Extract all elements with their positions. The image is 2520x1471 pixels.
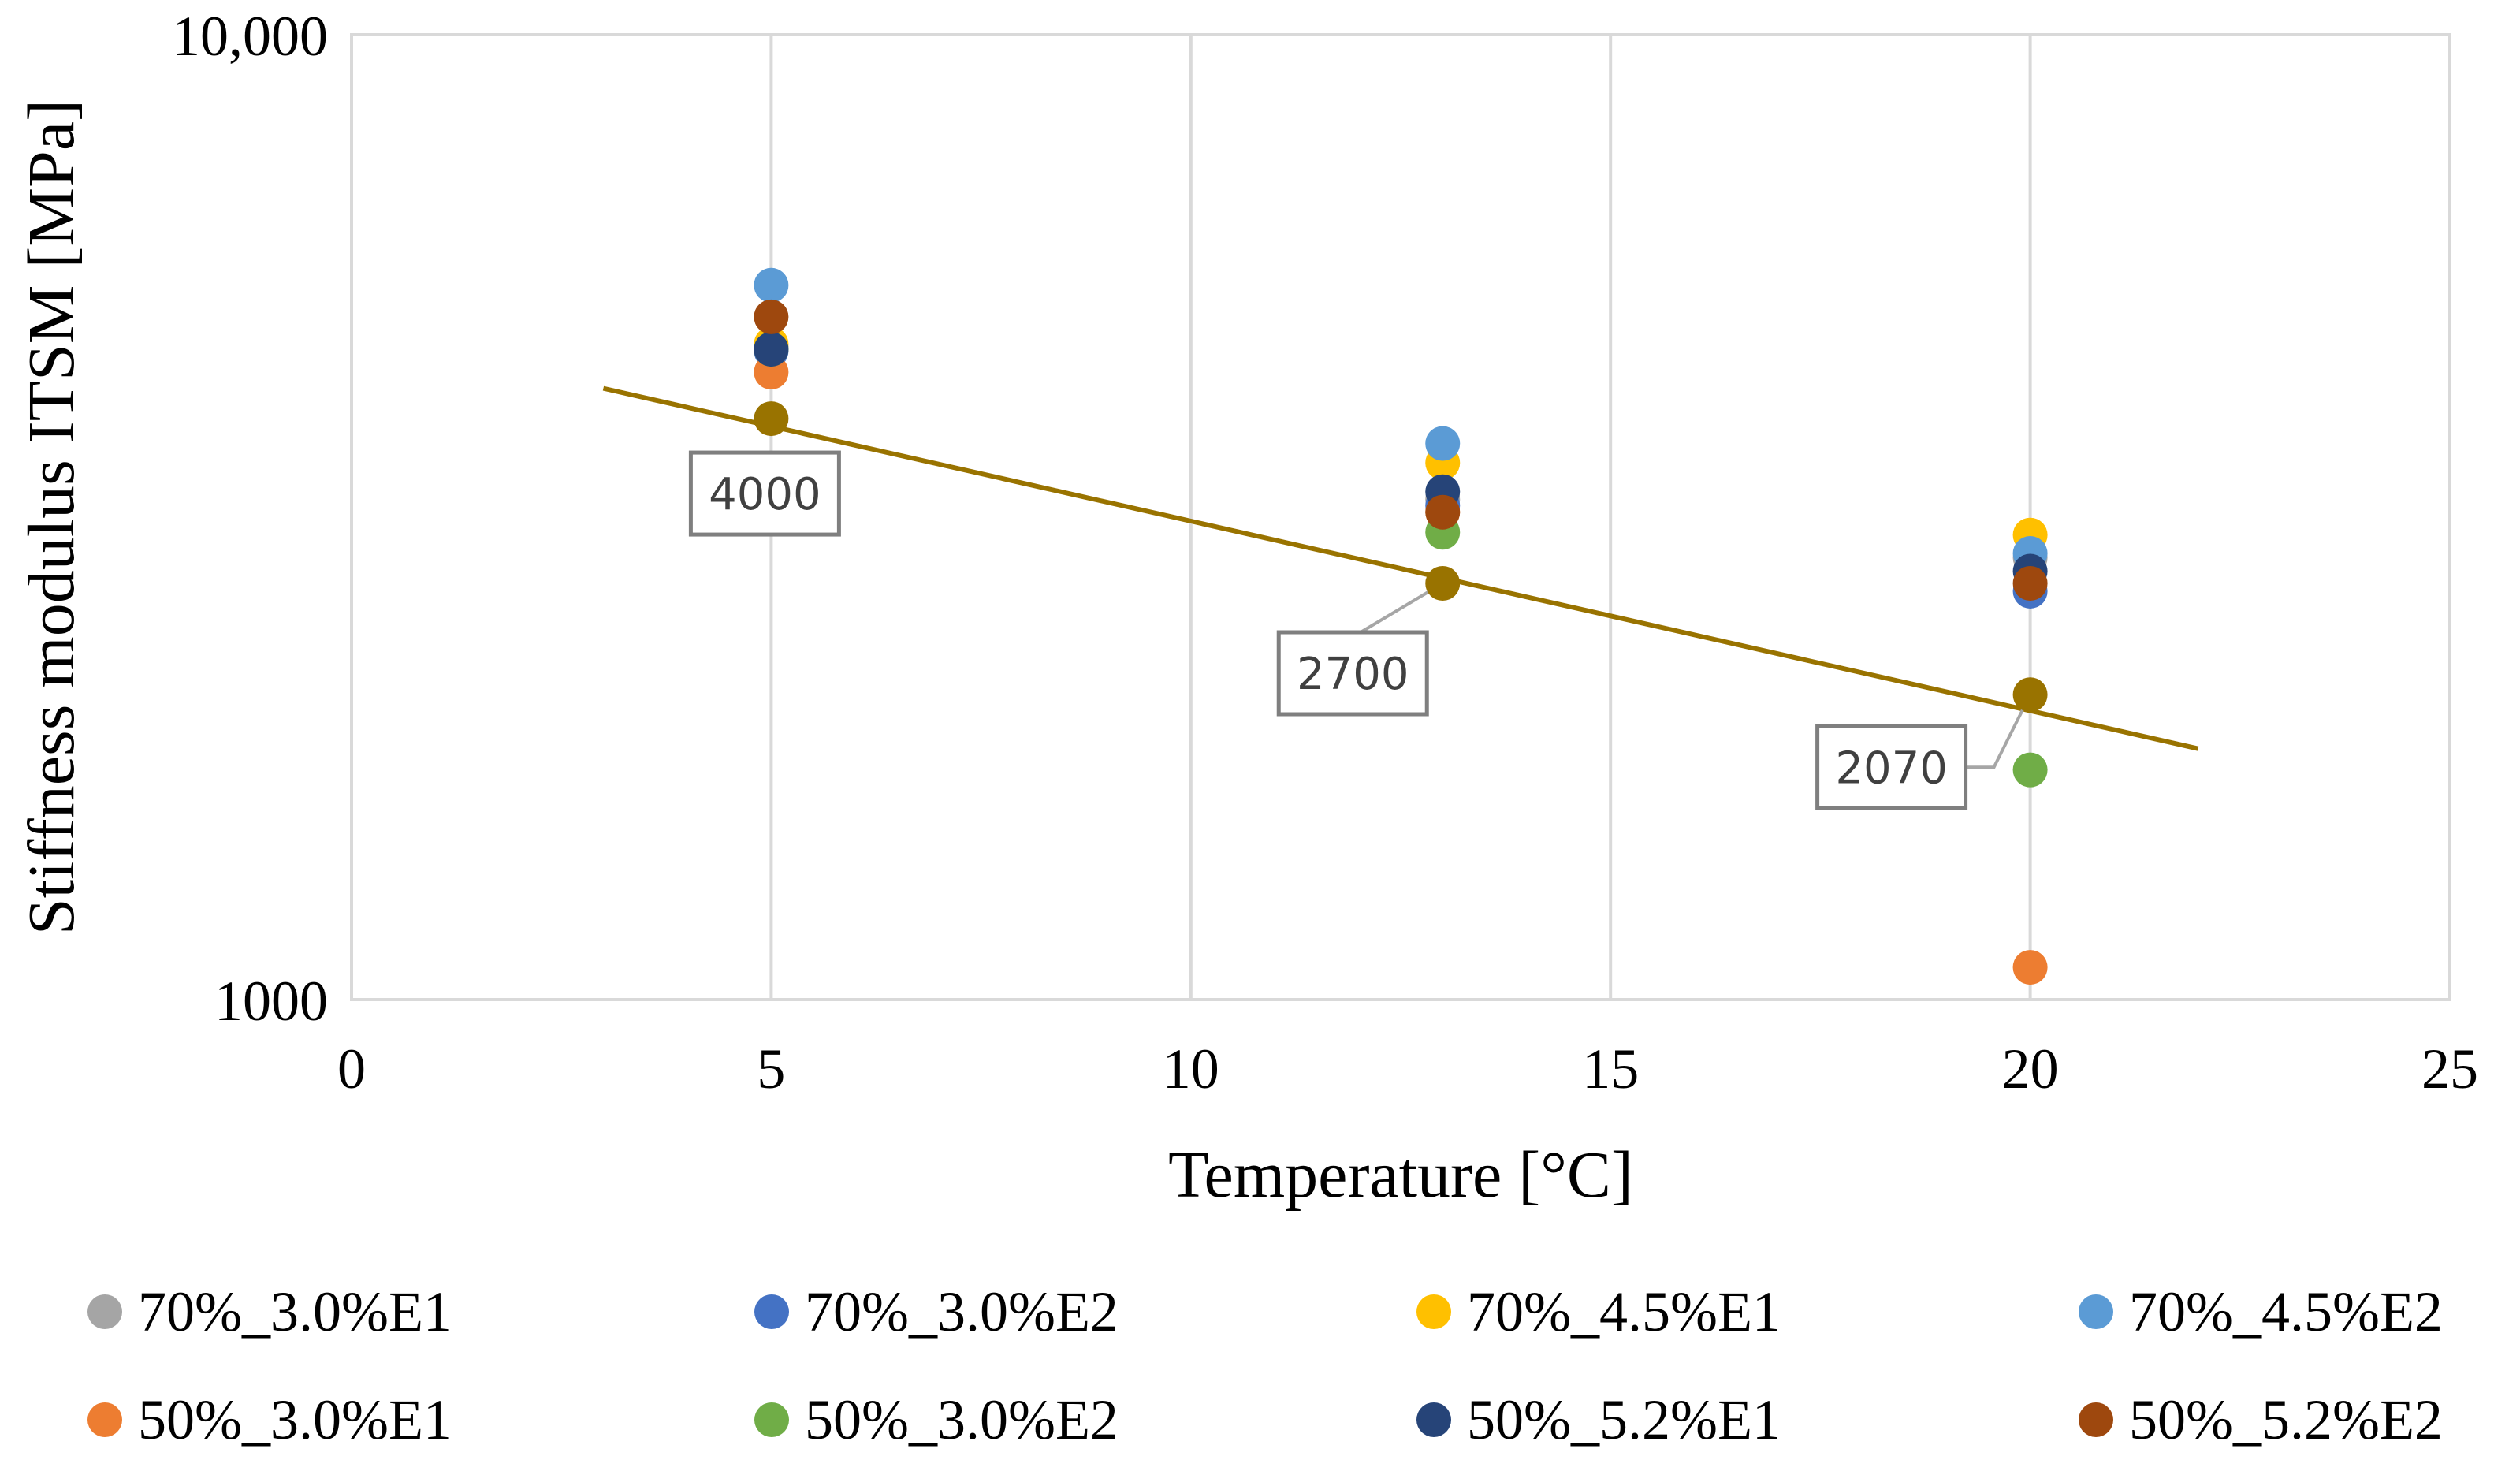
x-tick-label: 10 (1163, 1037, 1219, 1100)
x-tick-label: 25 (2421, 1037, 2478, 1100)
callout-box (1276, 630, 1429, 717)
callout-label: 2070 (1835, 743, 1948, 794)
legend-label: 70%_3.0%E2 (805, 1280, 1119, 1343)
callout-box (688, 450, 841, 537)
series-Reference (754, 401, 2048, 713)
callout-box (1815, 724, 1968, 810)
data-point (754, 401, 789, 437)
plot-area-border (350, 33, 2451, 1001)
data-point (2012, 752, 2048, 788)
data-points (754, 267, 2048, 985)
legend-marker (2079, 1294, 2113, 1329)
data-point (1425, 494, 1461, 530)
legend-marker (1416, 1402, 1451, 1437)
series-50%_3.0%E2 (754, 332, 2048, 788)
y-tick-label: 10,000 (172, 5, 328, 68)
legend-marker (2079, 1402, 2113, 1437)
callout-label: 2700 (1297, 649, 1409, 700)
legend-marker (87, 1402, 122, 1437)
y-tick-labels: 1000 10,000 (172, 5, 328, 1033)
legend-item: 70%_4.5%E1 (1416, 1280, 1781, 1343)
callout-label: 4000 (709, 469, 821, 520)
data-point (2012, 677, 2048, 713)
legend-label: 70%_4.5%E2 (2129, 1280, 2443, 1343)
data-callouts: 4000 2700 2070 (688, 450, 1968, 810)
legend-label: 50%_3.0%E1 (138, 1388, 452, 1451)
legend-marker (87, 1294, 122, 1329)
legend-item: 70%_3.0%E2 (754, 1280, 1119, 1343)
data-point (1425, 426, 1461, 461)
y-tick-label: 1000 (214, 970, 328, 1033)
data-point (2012, 950, 2048, 985)
x-tick-label: 0 (337, 1037, 366, 1100)
x-axis-title: Temperature [°C] (1168, 1138, 1633, 1212)
legend-item: 70%_3.0%E1 (87, 1280, 452, 1343)
legend-label: 50%_5.2%E2 (2129, 1388, 2443, 1451)
trendline-layer (602, 385, 2199, 751)
series-50%_5.2%E1 (754, 332, 2048, 589)
x-tick-labels: 0 5 10 15 20 25 (337, 1037, 2478, 1100)
callout-leader (1965, 694, 2032, 769)
legend-marker (1416, 1294, 1451, 1329)
legend-item: 50%_5.2%E2 (2079, 1388, 2443, 1451)
legend: 70%_3.0%E1 70%_3.0%E2 70%_4.5%E1 70%_4.5%E2… (87, 1280, 2443, 1451)
data-point (754, 299, 789, 334)
series-50%_5.2%E2 (754, 299, 2048, 601)
grid-lines (769, 35, 2032, 1000)
y-axis-title: Stiffness modulus ITSM [MPa] (15, 99, 88, 935)
legend-marker (754, 1294, 789, 1329)
legend-item: 50%_3.0%E1 (87, 1388, 452, 1451)
trendline (602, 385, 2199, 751)
series-70%_4.5%E1 (754, 326, 2048, 553)
legend-label: 70%_4.5%E1 (1467, 1280, 1781, 1343)
x-tick-label: 15 (1582, 1037, 1639, 1100)
legend-label: 50%_3.0%E2 (805, 1388, 1119, 1451)
data-point (754, 332, 789, 367)
legend-item: 50%_5.2%E1 (1416, 1388, 1781, 1451)
x-tick-label: 20 (2002, 1037, 2059, 1100)
data-point (1425, 566, 1461, 601)
legend-item: 50%_3.0%E2 (754, 1388, 1119, 1451)
legend-item: 70%_4.5%E2 (2079, 1280, 2443, 1343)
data-point (754, 267, 789, 303)
series-70%_3.0%E1 (754, 329, 2048, 575)
data-point (2012, 566, 2048, 601)
x-tick-label: 5 (757, 1037, 785, 1100)
legend-label: 70%_3.0%E1 (138, 1280, 452, 1343)
series-70%_4.5%E2 (754, 267, 2048, 572)
legend-marker (754, 1402, 789, 1437)
legend-label: 50%_5.2%E1 (1467, 1388, 1781, 1451)
